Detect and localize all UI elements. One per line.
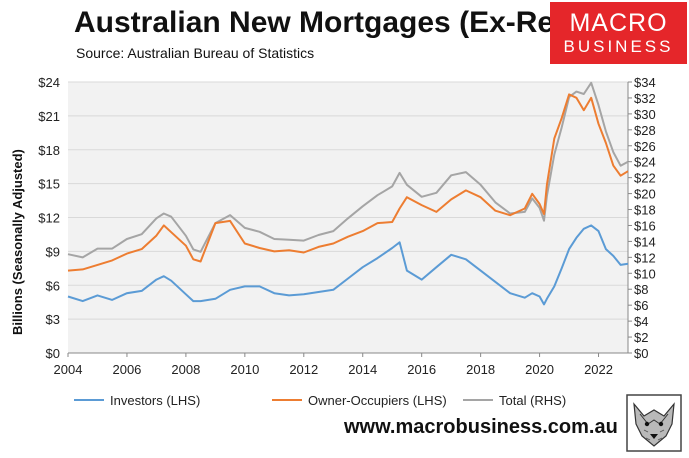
- y-left-tick-label: $0: [46, 346, 60, 361]
- website-url: www.macrobusiness.com.au: [344, 416, 618, 438]
- y-right-tick-label: $32: [634, 91, 656, 106]
- x-tick-label: 2008: [171, 362, 200, 377]
- y-right-tick-label: $34: [634, 75, 656, 90]
- macrobusiness-logo: MACRO BUSINESS: [550, 2, 687, 64]
- y-right-tick-label: $26: [634, 139, 656, 154]
- y-left-tick-label: $3: [46, 312, 60, 327]
- y-left-tick-label: $6: [46, 278, 60, 293]
- series-line-1: [67, 93, 629, 272]
- y-right-tick-label: $8: [634, 282, 648, 297]
- y-left-tick-label: $21: [38, 109, 60, 124]
- grid-lines: [68, 81, 628, 320]
- y-right-tick-label: $14: [634, 234, 656, 249]
- y-left-tick-label: $24: [38, 75, 60, 90]
- y-right-tick-label: $22: [634, 171, 656, 186]
- x-tick-label: 2022: [584, 362, 613, 377]
- y-right-tick-label: $20: [634, 187, 656, 202]
- legend-label: Owner-Occupiers (LHS): [308, 393, 447, 408]
- y-left-tick-label: $15: [38, 177, 60, 192]
- logo-line-1: MACRO: [569, 8, 668, 37]
- y-right-tick-label: $30: [634, 107, 656, 122]
- wolf-logo-icon: [626, 394, 682, 452]
- y-right-tick-label: $4: [634, 314, 648, 329]
- y-right-tick-label: $0: [634, 346, 648, 361]
- legend-label: Investors (LHS): [110, 393, 200, 408]
- y-left-tick-label: $18: [38, 143, 60, 158]
- y-right-tick-label: $24: [634, 155, 656, 170]
- axes: $0$3$6$9$12$15$18$21$24$0$2$4$6$8$10$12$…: [38, 75, 655, 377]
- y-right-tick-label: $28: [634, 123, 656, 138]
- y-right-tick-label: $12: [634, 250, 656, 265]
- y-right-tick-label: $10: [634, 266, 656, 281]
- chart-subtitle: Source: Australian Bureau of Statistics: [76, 45, 315, 61]
- x-tick-label: 2020: [525, 362, 554, 377]
- x-tick-label: 2006: [112, 362, 141, 377]
- legend-label: Total (RHS): [499, 393, 566, 408]
- x-tick-label: 2016: [407, 362, 436, 377]
- y-left-tick-label: $12: [38, 211, 60, 226]
- logo-line-2: BUSINESS: [563, 36, 674, 56]
- legend: Investors (LHS) Owner-Occupiers (LHS) Tota…: [74, 393, 566, 408]
- x-tick-label: 2004: [54, 362, 83, 377]
- y-right-tick-label: $18: [634, 203, 656, 218]
- x-tick-label: 2012: [289, 362, 318, 377]
- y-left-tick-label: $9: [46, 244, 60, 259]
- series-line-0: [67, 224, 629, 306]
- x-tick-label: 2018: [466, 362, 495, 377]
- series-line-2: [67, 81, 629, 259]
- x-tick-label: 2010: [230, 362, 259, 377]
- x-tick-label: 2014: [348, 362, 377, 377]
- chart-title: Australian New Mortgages (Ex-Refi): [74, 6, 583, 39]
- y-right-tick-label: $16: [634, 218, 656, 233]
- y-right-tick-label: $2: [634, 330, 648, 345]
- series-group: [67, 81, 629, 306]
- y-right-tick-label: $6: [634, 298, 648, 313]
